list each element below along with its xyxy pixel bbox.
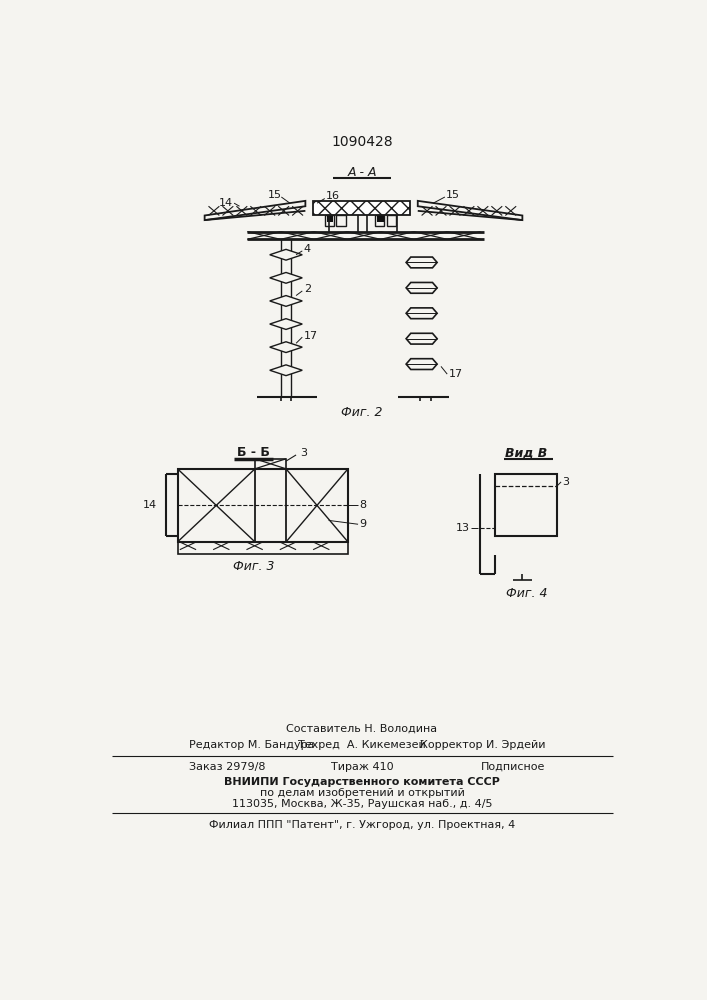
Text: 3: 3 [300,448,307,458]
Polygon shape [270,272,303,283]
Bar [495,474,557,536]
Text: по делам изобретений и открытий: по делам изобретений и открытий [259,788,464,798]
Text: 15: 15 [267,190,281,200]
Polygon shape [406,333,437,344]
Text: 15: 15 [445,190,460,200]
Bar [255,459,286,469]
Text: Фиг. 2: Фиг. 2 [341,406,382,419]
Polygon shape [406,308,437,319]
Text: A - A: A - A [347,166,377,179]
Bar [313,201,410,215]
Polygon shape [270,365,303,376]
Text: Составитель Н. Володина: Составитель Н. Володина [286,723,438,733]
Polygon shape [406,359,437,369]
Text: 113035, Москва, Ж-35, Раушская наб., д. 4/5: 113035, Москва, Ж-35, Раушская наб., д. … [232,799,492,809]
Text: Фиг. 3: Фиг. 3 [233,560,274,573]
Text: 13: 13 [456,523,469,533]
Bar [177,469,348,542]
Text: 3: 3 [563,477,570,487]
Text: 14: 14 [142,500,156,510]
Bar [375,215,385,226]
Text: Тираж 410: Тираж 410 [331,762,393,772]
Text: 14: 14 [218,198,233,208]
Text: Фиг. 4: Фиг. 4 [506,587,547,600]
Text: 17: 17 [449,369,463,379]
Text: Редактор М. Бандура: Редактор М. Бандура [189,740,315,750]
Text: Корректор И. Эрдейи: Корректор И. Эрдейи [420,740,546,750]
Polygon shape [270,319,303,329]
Bar [378,216,384,222]
Polygon shape [270,296,303,306]
Polygon shape [270,342,303,353]
Bar [177,542,348,554]
Polygon shape [406,257,437,268]
Text: Б - Б: Б - Б [237,446,270,459]
Bar [387,215,396,226]
Polygon shape [204,201,305,220]
Text: 17: 17 [304,331,318,341]
Text: Техред  А. Кикемезей: Техред А. Кикемезей [298,740,426,750]
Text: 1090428: 1090428 [331,135,393,149]
Text: 4: 4 [304,244,311,254]
Bar [337,215,346,226]
Text: 16: 16 [327,191,340,201]
Polygon shape [270,249,303,260]
Text: Вид В: Вид В [505,446,547,459]
Text: ВНИИПИ Государственного комитета СССР: ВНИИПИ Государственного комитета СССР [224,777,500,787]
Text: Подписное: Подписное [481,762,546,772]
Text: 8: 8 [360,500,367,510]
Bar [327,216,333,222]
Bar [325,215,334,226]
Text: Заказ 2979/8: Заказ 2979/8 [189,762,266,772]
Text: Филиал ППП "Патент", г. Ужгород, ул. Проектная, 4: Филиал ППП "Патент", г. Ужгород, ул. Про… [209,820,515,830]
Polygon shape [418,201,522,220]
Polygon shape [406,282,437,293]
Text: 9: 9 [360,519,367,529]
Text: 2: 2 [304,284,311,294]
